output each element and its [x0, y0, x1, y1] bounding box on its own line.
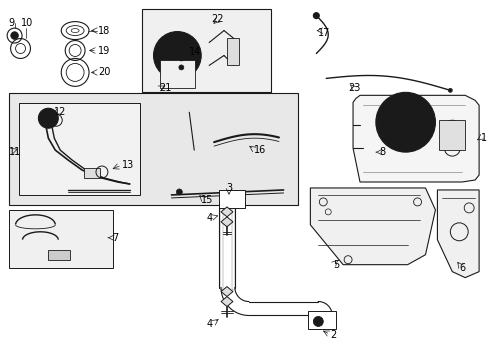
Circle shape: [179, 65, 183, 70]
Circle shape: [179, 56, 183, 61]
Bar: [159, 60, 195, 88]
Text: 15: 15: [201, 195, 213, 205]
Text: 7: 7: [112, 233, 118, 243]
Text: 8: 8: [379, 147, 385, 157]
Text: 13: 13: [122, 160, 134, 170]
Text: 16: 16: [253, 145, 265, 155]
Text: 14: 14: [189, 48, 201, 58]
Circle shape: [447, 88, 451, 92]
Bar: [48, 250, 70, 260]
Polygon shape: [221, 207, 232, 217]
Text: 6: 6: [458, 263, 465, 273]
Polygon shape: [221, 287, 232, 297]
Circle shape: [39, 108, 58, 128]
Bar: [84, 168, 100, 178]
Text: 2: 2: [329, 330, 336, 341]
Bar: [226, 37, 239, 66]
Ellipse shape: [71, 28, 79, 32]
Circle shape: [153, 32, 201, 80]
Bar: [308, 311, 335, 329]
Text: 4: 4: [206, 213, 213, 223]
Text: 20: 20: [98, 67, 110, 77]
Circle shape: [313, 13, 319, 19]
Polygon shape: [352, 95, 478, 182]
Bar: [142, 9, 270, 92]
Circle shape: [383, 100, 427, 144]
Text: 3: 3: [225, 183, 232, 193]
Text: 4: 4: [206, 319, 213, 329]
Circle shape: [313, 316, 323, 327]
Circle shape: [11, 32, 19, 39]
Bar: [19, 103, 140, 195]
Bar: [9, 210, 113, 268]
Circle shape: [400, 117, 410, 127]
Circle shape: [375, 92, 434, 152]
Polygon shape: [437, 190, 478, 278]
Text: 19: 19: [98, 45, 110, 55]
Bar: [439, 120, 464, 150]
Polygon shape: [221, 217, 232, 227]
Circle shape: [171, 50, 183, 62]
Bar: [9, 93, 298, 205]
Text: 18: 18: [98, 26, 110, 36]
Text: 12: 12: [54, 107, 66, 117]
Polygon shape: [310, 188, 434, 265]
Text: 10: 10: [20, 18, 33, 28]
Text: 1: 1: [480, 133, 486, 143]
Bar: [219, 190, 244, 208]
Text: 5: 5: [332, 260, 339, 270]
Circle shape: [395, 112, 415, 132]
Text: 11: 11: [9, 147, 21, 157]
Circle shape: [176, 189, 182, 195]
Text: 9: 9: [9, 18, 15, 28]
Text: 22: 22: [211, 14, 223, 24]
Text: 17: 17: [318, 28, 330, 37]
Polygon shape: [221, 297, 232, 306]
Text: 21: 21: [159, 84, 171, 93]
Text: 23: 23: [347, 84, 360, 93]
